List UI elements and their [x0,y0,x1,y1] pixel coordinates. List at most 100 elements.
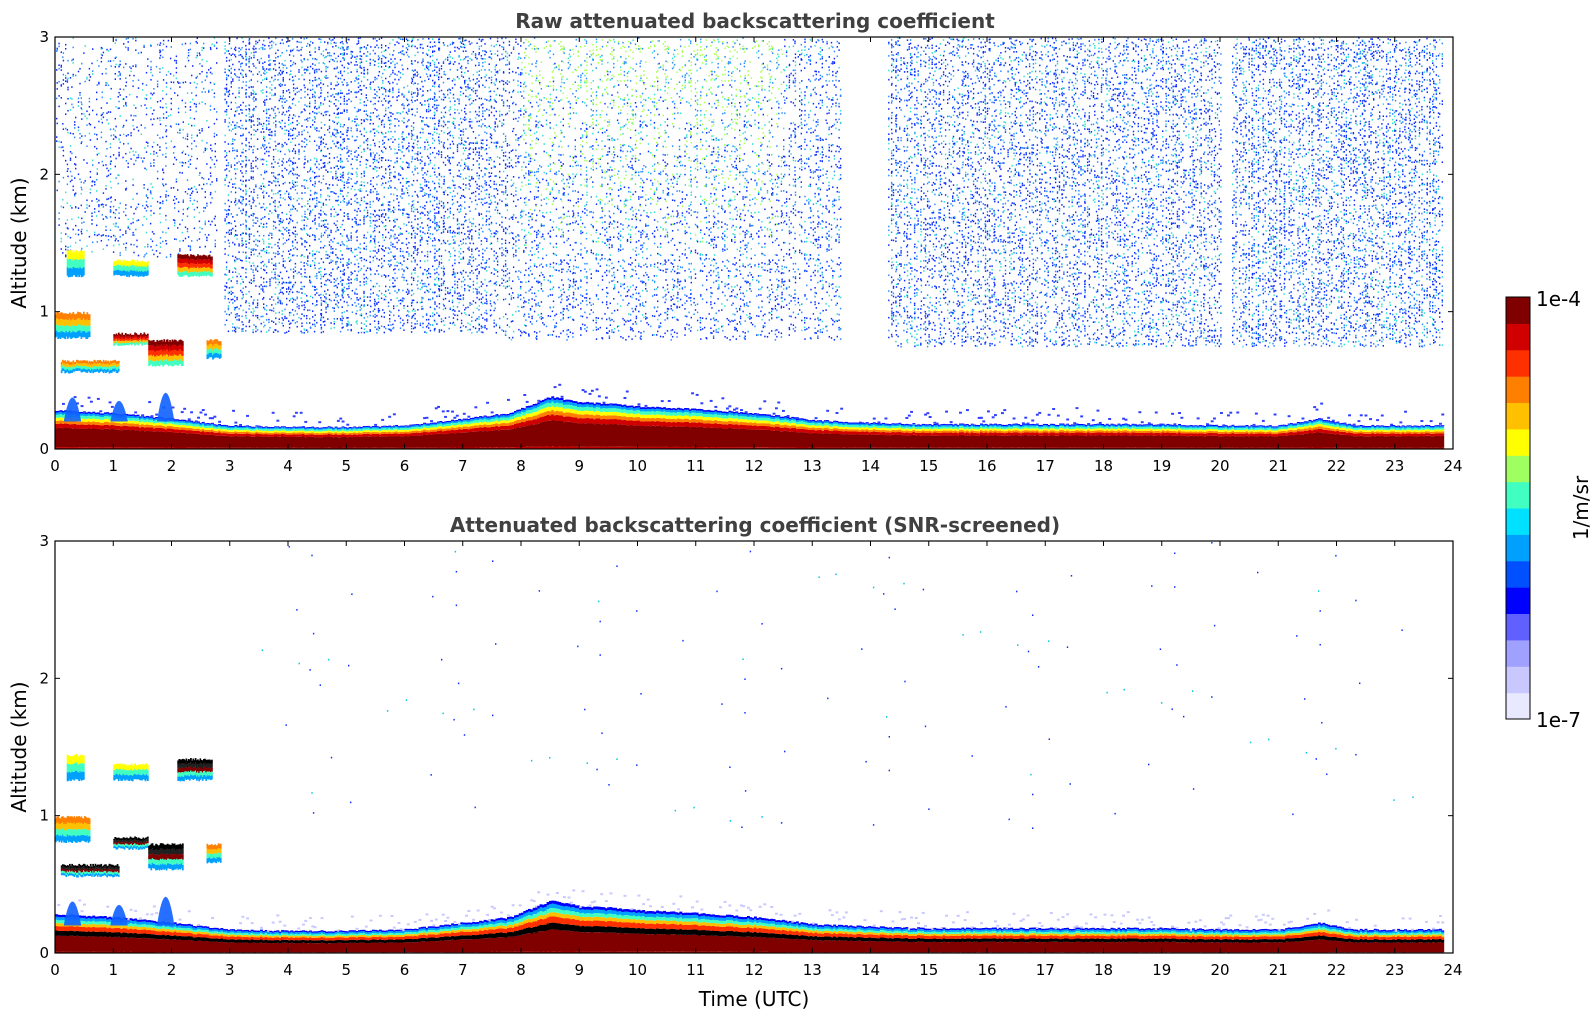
noise-speck [262,92,264,94]
noise-speck [327,110,329,113]
noise-speck [71,98,73,100]
noise-speck [339,250,342,252]
noise-speck [322,234,325,237]
noise-speck [356,68,358,71]
noise-speck [225,213,228,216]
noise-speck [335,67,337,70]
noise-speck [248,116,251,118]
noise-speck [286,281,288,284]
noise-speck [159,123,162,126]
noise-speck [159,117,161,119]
noise-speck [201,49,203,51]
noise-speck [402,185,404,187]
noise-speck [306,294,308,297]
noise-speck [279,194,282,196]
noise-speck [363,172,365,175]
noise-speck [356,322,358,325]
noise-speck [365,55,367,57]
noise-speck [342,125,344,128]
noise-speck [279,97,282,100]
noise-speck [290,249,292,251]
noise-speck [172,81,175,84]
noise-speck [245,75,247,78]
noise-speck [118,138,120,140]
noise-speck [387,216,390,219]
noise-speck [372,122,374,125]
noise-speck [399,72,402,74]
noise-speck [286,90,288,92]
noise-speck [102,51,105,54]
noise-speck [327,278,329,281]
noise-speck [165,199,168,202]
noise-speck [241,203,243,205]
noise-speck [346,42,348,44]
noise-speck [403,137,405,140]
noise-speck [401,38,403,41]
noise-speck [228,269,231,272]
noise-speck [177,131,179,134]
noise-speck [421,80,423,83]
noise-speck [245,198,247,200]
noise-speck [255,243,257,246]
noise-speck [86,145,88,147]
noise-speck [277,215,279,218]
noise-speck [314,257,316,260]
noise-speck [256,270,259,273]
noise-speck [260,276,262,279]
noise-speck [348,258,350,261]
noise-speck [350,297,352,300]
noise-speck [372,177,374,179]
noise-speck [241,69,243,71]
noise-speck [271,234,273,236]
noise-speck [390,324,392,326]
noise-speck [60,84,62,86]
noise-speck [250,146,252,148]
noise-speck [339,226,342,228]
noise-speck [385,214,387,216]
noise-speck [341,112,343,114]
noise-speck [399,299,402,301]
noise-speck [133,251,135,254]
noise-speck [258,48,261,50]
noise-speck [96,215,98,217]
noise-speck [408,103,410,106]
noise-speck [248,108,251,111]
noise-speck [296,209,298,212]
noise-speck [385,219,387,221]
noise-speck [393,175,395,178]
noise-speck [314,180,316,183]
noise-speck [67,227,69,230]
noise-speck [303,38,305,40]
noise-speck [201,139,203,142]
noise-speck [286,49,288,52]
noise-speck [383,186,385,189]
noise-speck [389,237,391,240]
noise-speck [125,135,128,137]
noise-speck [348,149,350,152]
noise-speck [406,48,409,51]
noise-speck [342,326,344,329]
noise-speck [248,110,251,113]
noise-speck [357,266,360,268]
noise-speck [230,76,232,79]
noise-speck [174,195,176,198]
noise-speck [288,130,290,132]
noise-speck [339,89,342,92]
noise-speck [182,213,184,215]
noise-speck [342,141,344,144]
noise-speck [252,269,254,271]
noise-speck [292,283,295,286]
noise-speck [234,191,237,194]
noise-speck [390,211,392,213]
noise-speck [65,43,67,46]
noise-speck [417,223,419,226]
noise-speck [330,275,332,277]
noise-speck [288,159,290,162]
noise-speck [225,266,228,268]
noise-speck [402,214,404,216]
noise-speck [255,105,257,108]
noise-speck [343,98,345,100]
noise-speck [365,237,367,239]
noise-speck [181,161,183,164]
